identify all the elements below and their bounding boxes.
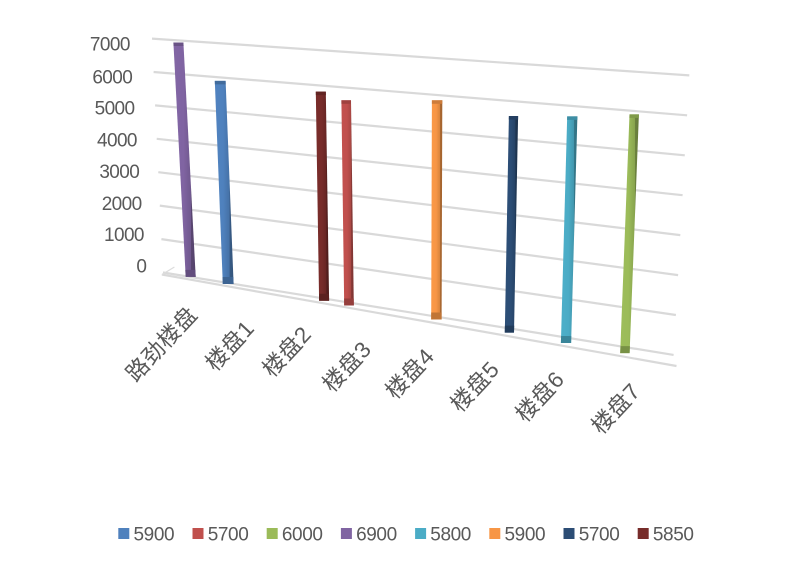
svg-text:2000: 2000 xyxy=(102,194,142,215)
svg-text:5900: 5900 xyxy=(134,524,175,545)
svg-text:楼盘1: 楼盘1 xyxy=(201,316,260,376)
svg-text:6900: 6900 xyxy=(356,524,397,545)
svg-text:5700: 5700 xyxy=(208,524,249,545)
svg-text:楼盘5: 楼盘5 xyxy=(446,357,505,417)
svg-text:4000: 4000 xyxy=(97,131,137,152)
svg-text:5850: 5850 xyxy=(653,524,694,545)
svg-text:5000: 5000 xyxy=(95,98,135,119)
svg-text:楼盘3: 楼盘3 xyxy=(318,337,377,397)
svg-text:5700: 5700 xyxy=(579,524,620,545)
svg-text:楼盘6: 楼盘6 xyxy=(511,367,570,427)
svg-text:6000: 6000 xyxy=(282,524,323,545)
svg-text:6000: 6000 xyxy=(92,68,132,89)
svg-text:5900: 5900 xyxy=(505,524,546,545)
svg-text:5800: 5800 xyxy=(430,524,471,545)
svg-text:7000: 7000 xyxy=(90,35,130,56)
svg-text:路劲楼盘: 路劲楼盘 xyxy=(121,302,202,386)
svg-text:楼盘7: 楼盘7 xyxy=(587,379,646,439)
svg-text:3000: 3000 xyxy=(99,162,139,183)
svg-text:0: 0 xyxy=(136,256,146,277)
svg-text:楼盘4: 楼盘4 xyxy=(381,344,440,404)
svg-text:1000: 1000 xyxy=(104,225,144,246)
svg-text:楼盘2: 楼盘2 xyxy=(258,322,317,382)
